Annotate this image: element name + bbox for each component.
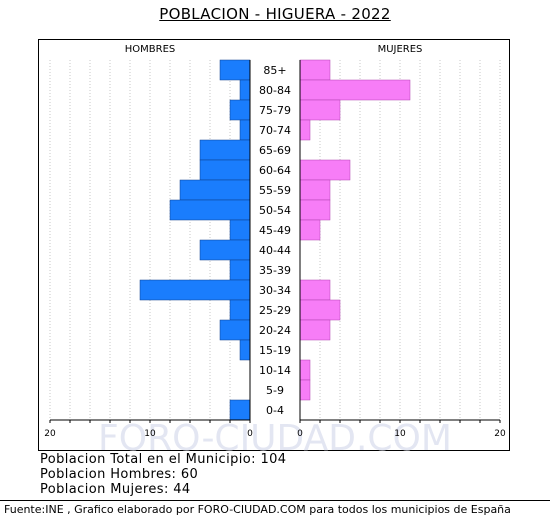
women-bar-45-49 xyxy=(299,219,321,241)
men-bar-25-29 xyxy=(229,299,251,321)
women-bar-75-79 xyxy=(299,99,341,121)
age-label: 45-49 xyxy=(259,224,291,237)
tick-label: 0 xyxy=(247,429,253,439)
men-bar-30-34 xyxy=(139,279,251,301)
men-bar-40-44 xyxy=(199,239,251,261)
women-bar-20-24 xyxy=(299,319,331,341)
hombres-header: HOMBRES xyxy=(125,44,176,55)
men-bar-55-59 xyxy=(179,179,251,201)
tick-label: 20 xyxy=(494,429,506,439)
watermark: FORO-CIUDAD.COM xyxy=(98,418,452,459)
men-bar-60-64 xyxy=(199,159,251,181)
age-label: 70-74 xyxy=(259,124,291,137)
age-label: 65-69 xyxy=(259,144,291,157)
age-label: 35-39 xyxy=(259,264,291,277)
age-label: 40-44 xyxy=(259,244,291,257)
chart-frame xyxy=(38,39,510,451)
age-label: 20-24 xyxy=(259,324,291,337)
women-bar-70-74 xyxy=(299,119,311,141)
women-population-text: Poblacion Mujeres: 44 xyxy=(40,482,191,497)
men-population-text: Poblacion Hombres: 60 xyxy=(40,467,199,482)
tick-label: 20 xyxy=(44,429,56,439)
age-label: 0-4 xyxy=(266,404,284,417)
age-label: 50-54 xyxy=(259,204,291,217)
mujeres-header: MUJERES xyxy=(378,44,423,55)
men-bar-75-79 xyxy=(229,99,251,121)
age-label: 85+ xyxy=(263,64,286,77)
tick-label: 0 xyxy=(297,429,303,439)
men-bar-80-84 xyxy=(239,79,251,101)
women-bar-5-9 xyxy=(299,379,311,401)
men-bar-50-54 xyxy=(169,199,251,221)
age-label: 60-64 xyxy=(259,164,291,177)
age-label: 55-59 xyxy=(259,184,291,197)
women-bar-85+ xyxy=(299,59,331,81)
men-bar-65-69 xyxy=(199,139,251,161)
women-bar-50-54 xyxy=(299,199,331,221)
age-label: 15-19 xyxy=(259,344,291,357)
age-label: 75-79 xyxy=(259,104,291,117)
source-note: Fuente:INE , Grafico elaborado por FORO-… xyxy=(4,503,511,516)
tick-label: 10 xyxy=(394,429,406,439)
chart-title: POBLACION - HIGUERA - 2022 xyxy=(159,5,391,23)
total-population-text: Poblacion Total en el Municipio: 104 xyxy=(40,452,287,467)
men-bar-45-49 xyxy=(229,219,251,241)
women-bar-80-84 xyxy=(299,79,411,101)
men-bar-35-39 xyxy=(229,259,251,281)
women-bar-60-64 xyxy=(299,159,351,181)
footer-divider xyxy=(0,500,550,501)
age-label: 80-84 xyxy=(259,84,291,97)
men-bar-70-74 xyxy=(239,119,251,141)
men-bar-15-19 xyxy=(239,339,251,361)
men-bar-20-24 xyxy=(219,319,251,341)
population-pyramid-chart: FORO-CIUDAD.COM HOMBRES MUJERES 85+ 80-84 75-… xyxy=(44,44,506,459)
women-bar-30-34 xyxy=(299,279,331,301)
age-label: 5-9 xyxy=(266,384,284,397)
women-bar-55-59 xyxy=(299,179,331,201)
age-label: 30-34 xyxy=(259,284,291,297)
men-bar-0-4 xyxy=(229,399,251,421)
tick-label: 10 xyxy=(144,429,156,439)
men-bar-85+ xyxy=(219,59,251,81)
age-label: 10-14 xyxy=(259,364,291,377)
women-bar-10-14 xyxy=(299,359,311,381)
women-bar-25-29 xyxy=(299,299,341,321)
age-label: 25-29 xyxy=(259,304,291,317)
